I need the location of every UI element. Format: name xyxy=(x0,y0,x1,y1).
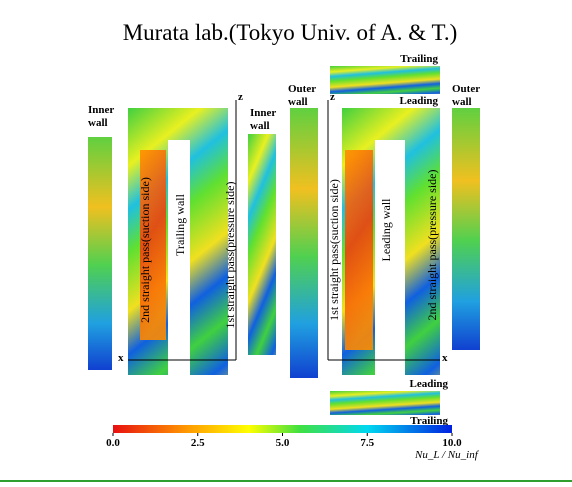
tick-label: 2.5 xyxy=(191,437,205,449)
tick-label: 0.0 xyxy=(106,437,120,449)
pass-label: 2nd straight pass(suction side) xyxy=(138,177,152,323)
strip-label: Leading xyxy=(409,378,448,390)
contour-map xyxy=(345,150,373,350)
strip-label: Trailing xyxy=(410,415,448,427)
contour-map xyxy=(140,150,166,340)
colorbar xyxy=(113,425,452,433)
axis-label: x xyxy=(118,352,124,364)
contour-map xyxy=(248,134,276,355)
tick-label: 7.5 xyxy=(360,437,374,449)
inner-wall-label: wall xyxy=(250,120,270,132)
inner-wall-label: Inner xyxy=(250,107,276,119)
outer-wall-label: wall xyxy=(452,96,472,108)
outer-wall-label: Outer xyxy=(288,83,316,95)
tick-label: 10.0 xyxy=(442,437,462,449)
pass-label: 1st straight pass(pressure side) xyxy=(223,182,237,329)
axis-label: z xyxy=(238,91,243,103)
strip-label: Trailing xyxy=(400,53,438,65)
pass-label: 2nd straight pass(pressure side) xyxy=(425,170,439,321)
colorbar-ticks: 0.0 2.5 5.0 7.5 10.0 xyxy=(106,433,462,449)
pass-label: 1st straight pass(suction side) xyxy=(327,179,341,321)
outer-wall-label: wall xyxy=(288,96,308,108)
axis-label: x xyxy=(442,352,448,364)
title: Murata lab.(Tokyo Univ. of A. & T.) xyxy=(123,20,458,45)
inner-wall-label: wall xyxy=(88,117,108,129)
contour-map xyxy=(290,108,318,378)
inner-wall-label: Inner xyxy=(88,104,114,116)
outer-wall-label: Outer xyxy=(452,83,480,95)
contour-map xyxy=(88,137,112,370)
wall-label: Trailing wall xyxy=(173,193,187,256)
tick-label: 5.0 xyxy=(276,437,290,449)
colorbar-label: Nu_L / Nu_inf xyxy=(414,449,480,461)
contour-map xyxy=(452,108,480,350)
contour-map xyxy=(330,66,440,94)
contour-map xyxy=(330,391,440,415)
wall-label: Leading wall xyxy=(379,198,393,262)
strip-label: Leading xyxy=(399,95,438,107)
axis-label: z xyxy=(330,91,335,103)
